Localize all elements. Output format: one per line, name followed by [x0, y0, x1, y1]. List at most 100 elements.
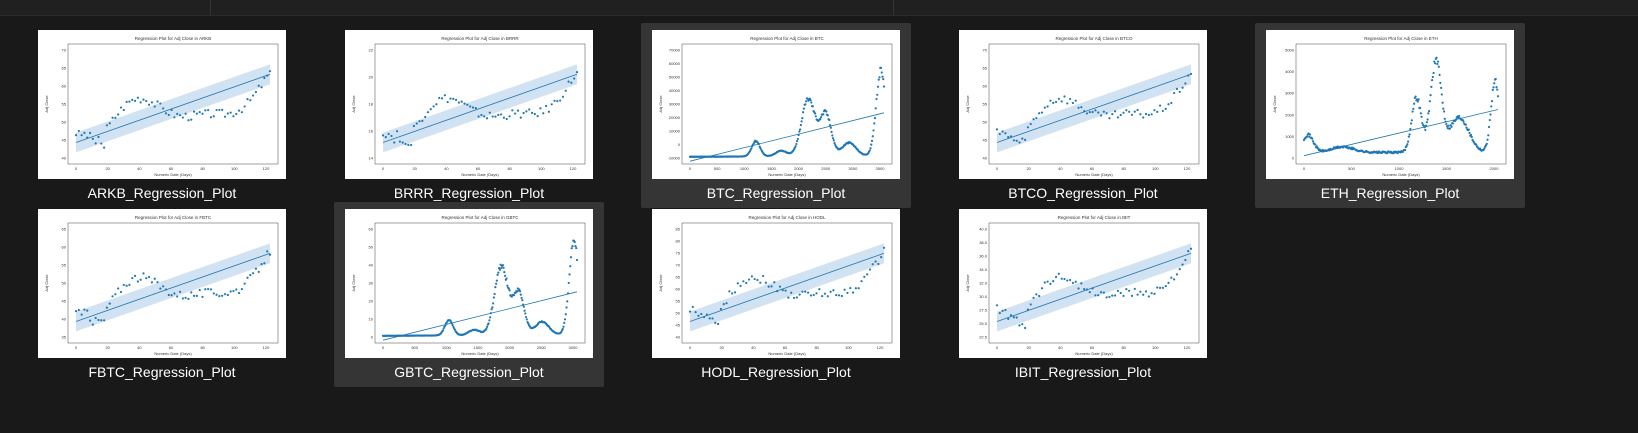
data-point [156, 100, 159, 103]
data-point [1311, 140, 1315, 143]
data-point [212, 115, 215, 118]
file-name-label[interactable]: HODL_Regression_Plot [701, 364, 851, 380]
file-name-label[interactable]: ARKB_Regression_Plot [87, 185, 237, 201]
data-point [1043, 106, 1046, 109]
data-point [575, 246, 578, 250]
x-tick-label: 500 [1348, 166, 1355, 171]
data-point [1032, 118, 1035, 121]
data-point [514, 112, 517, 115]
data-point [497, 271, 500, 274]
x-tick-label: 2000 [505, 345, 515, 350]
data-point [828, 118, 831, 122]
regression-chart: Regression Plot for Adj Close in HODL 85 8… [658, 215, 893, 356]
x-tick-label: 60 [169, 345, 174, 350]
data-point [873, 116, 877, 120]
data-point [460, 100, 463, 103]
data-point [1102, 110, 1105, 113]
data-point [550, 103, 553, 106]
data-point [722, 303, 725, 306]
data-point [164, 112, 168, 115]
image-thumbnail[interactable]: Regression Plot for Adj Close in BRRR 22 2… [345, 30, 593, 179]
data-point [525, 110, 528, 113]
data-point [209, 116, 213, 119]
image-thumbnail[interactable]: Regression Plot for Adj Close in GBTC 60 5… [345, 209, 593, 358]
file-tile[interactable]: Regression Plot for Adj Close in ARKB 70 6… [27, 23, 297, 208]
data-point [1040, 287, 1044, 290]
data-point [1181, 263, 1184, 266]
data-point [1128, 289, 1131, 292]
y-tick-label: 40000 [669, 88, 681, 93]
data-point [814, 115, 817, 118]
file-name-label[interactable]: ETH_Regression_Plot [1320, 185, 1460, 201]
image-thumbnail[interactable]: Regression Plot for Adj Close in ETH 5000… [1266, 30, 1514, 179]
data-point [266, 250, 269, 253]
data-point [100, 142, 103, 145]
file-name-label[interactable]: IBIT_Regression_Plot [1014, 364, 1152, 380]
data-point [181, 297, 184, 300]
file-tile[interactable]: Regression Plot for Adj Close in ETH 5000… [1255, 23, 1525, 208]
data-point [1173, 278, 1176, 281]
image-thumbnail[interactable]: Regression Plot for Adj Close in FBTC 65 6… [38, 209, 286, 358]
data-point [77, 129, 80, 133]
file-name-label[interactable]: BTCO_Regression_Plot [1008, 185, 1158, 201]
data-point [1178, 268, 1181, 271]
data-point [880, 71, 883, 74]
data-point [404, 142, 407, 146]
x-tick-label: 40 [444, 166, 449, 171]
data-point [1436, 62, 1439, 66]
data-point [1305, 135, 1309, 138]
data-point [1026, 126, 1030, 129]
y-tick-label: 36.0 [979, 254, 988, 259]
data-point [1420, 115, 1423, 118]
data-point [1410, 122, 1413, 125]
image-thumbnail[interactable]: Regression Plot for Adj Close in ARKB 70 6… [38, 30, 286, 179]
image-thumbnail[interactable]: Regression Plot for Adj Close in IBIT 40.… [959, 209, 1207, 358]
data-point [136, 280, 139, 283]
data-point [243, 105, 246, 108]
data-point [1142, 116, 1145, 119]
data-point [1032, 296, 1035, 299]
file-tile[interactable]: Regression Plot for Adj Close in FBTC 65 6… [27, 202, 297, 387]
image-thumbnail[interactable]: Regression Plot for Adj Close in BTC 7000… [652, 30, 900, 179]
data-point [1184, 258, 1187, 262]
data-point [207, 108, 210, 112]
data-point [1437, 65, 1440, 68]
plot-frame [374, 222, 586, 344]
file-name-label[interactable]: GBTC_Regression_Plot [394, 364, 544, 380]
image-thumbnail[interactable]: Regression Plot for Adj Close in BTCO 70 6… [959, 30, 1207, 179]
data-point [243, 282, 246, 285]
data-point [742, 280, 745, 283]
data-point [80, 313, 83, 316]
data-point [1043, 281, 1046, 284]
data-point [1147, 295, 1150, 298]
data-point [536, 114, 539, 118]
data-point [1413, 102, 1416, 105]
x-tick-label: 1000 [740, 166, 750, 171]
data-point [798, 130, 801, 133]
data-point [499, 113, 503, 116]
file-tile[interactable]: Regression Plot for Adj Close in HODL 85 8… [641, 202, 911, 387]
file-name-label[interactable]: FBTC_Regression_Plot [88, 364, 236, 380]
file-tile[interactable]: Regression Plot for Adj Close in IBIT 40.… [948, 202, 1218, 387]
data-point [88, 319, 92, 322]
image-thumbnail[interactable]: Regression Plot for Adj Close in HODL 85 8… [652, 209, 900, 358]
data-point [192, 294, 196, 297]
file-tile[interactable]: Regression Plot for Adj Close in BRRR 22 2… [334, 23, 604, 208]
data-point [263, 262, 266, 265]
data-point [860, 280, 863, 283]
file-name-label[interactable]: BRRR_Regression_Plot [393, 185, 545, 201]
data-point [998, 312, 1001, 315]
data-point [1464, 123, 1467, 126]
toolbar-divider [893, 0, 894, 15]
data-point [520, 296, 523, 300]
file-tile[interactable]: Regression Plot for Adj Close in BTCO 70 6… [948, 23, 1218, 208]
data-point [519, 293, 522, 296]
file-tile[interactable]: Regression Plot for Adj Close in GBTC 60 5… [334, 202, 604, 387]
data-point [486, 325, 489, 328]
data-point [508, 115, 511, 118]
file-name-label[interactable]: BTC_Regression_Plot [706, 185, 846, 201]
file-tile[interactable]: Regression Plot for Adj Close in BTC 7000… [641, 23, 911, 208]
data-point [1108, 117, 1111, 120]
data-point [1161, 109, 1164, 113]
data-point [756, 278, 759, 282]
